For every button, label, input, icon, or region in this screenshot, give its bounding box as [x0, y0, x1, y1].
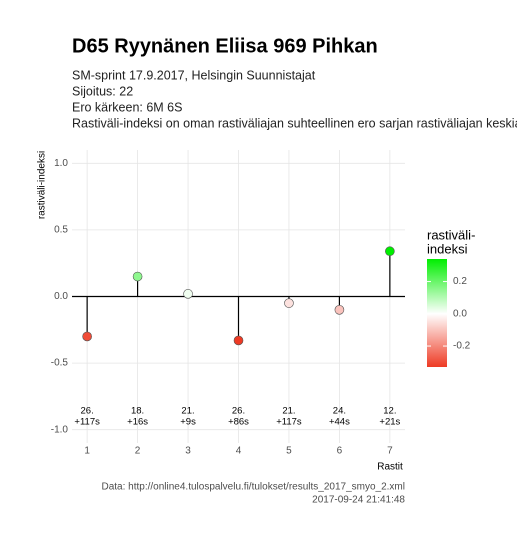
caption: 2017-09-24 21:41:48 — [312, 495, 405, 506]
point-label: +9s — [180, 417, 196, 428]
point-label: 26. — [232, 406, 245, 417]
subtitle: SM-sprint 17.9.2017, Helsingin Suunnista… — [72, 68, 316, 82]
y-tick-label: -0.5 — [51, 358, 69, 369]
point — [132, 271, 143, 282]
chart-title: D65 Ryynänen Eliisa 969 Pihkan — [72, 35, 378, 57]
point-label: 24. — [333, 406, 346, 417]
x-tick-label: 3 — [185, 446, 191, 457]
x-tick-label: 4 — [236, 446, 242, 457]
subtitle: Sijoitus: 22 — [72, 84, 133, 98]
point-label: 21. — [181, 406, 194, 417]
colorbar — [427, 259, 447, 367]
x-tick-label: 6 — [337, 446, 343, 457]
y-tick-label: 0.0 — [54, 291, 68, 302]
y-tick-label: 1.0 — [54, 158, 68, 169]
point — [385, 246, 395, 257]
y-tick-label: 0.5 — [54, 225, 68, 236]
point — [284, 298, 294, 308]
point-label: 18. — [131, 406, 144, 417]
point-label: +117s — [74, 417, 100, 428]
point — [82, 331, 92, 342]
point-label: +117s — [276, 417, 302, 428]
x-tick-label: 1 — [84, 446, 90, 457]
y-axis-title: rastiväli-indeksi — [37, 151, 48, 219]
point-label: 26. — [81, 406, 94, 417]
x-tick-label: 7 — [387, 446, 393, 457]
x-axis-title: Rastit — [377, 462, 403, 473]
x-tick-label: 2 — [135, 446, 141, 457]
subtitle: Ero kärkeen: 6M 6S — [72, 100, 182, 114]
point-label: +21s — [379, 417, 400, 428]
legend-label: 0.2 — [453, 276, 467, 287]
legend-title: rastiväli- — [427, 227, 475, 242]
subtitle: Rastiväli-indeksi on oman rastiväliajan … — [72, 116, 517, 130]
point-label: 21. — [282, 406, 295, 417]
legend-title: indeksi — [427, 241, 468, 256]
point — [183, 289, 193, 299]
point-label: +44s — [329, 417, 350, 428]
point-label: +86s — [228, 417, 249, 428]
x-tick-label: 5 — [286, 446, 292, 457]
legend-label: -0.2 — [453, 341, 471, 352]
caption: Data: http://online4.tulospalvelu.fi/tul… — [101, 482, 405, 493]
point — [334, 305, 345, 315]
y-tick-label: -1.0 — [51, 424, 69, 435]
point — [233, 335, 244, 346]
point-label: 12. — [383, 406, 396, 417]
point-label: +16s — [127, 417, 148, 428]
legend-label: 0.0 — [453, 308, 467, 319]
